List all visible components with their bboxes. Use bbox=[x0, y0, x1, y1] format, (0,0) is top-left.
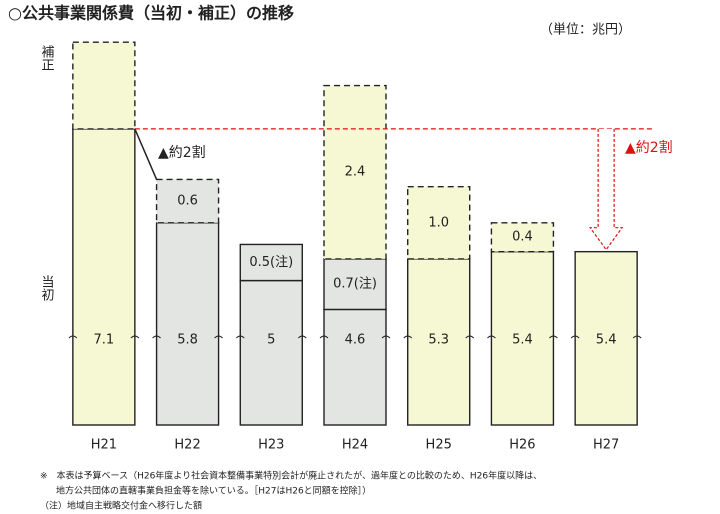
axis-break bbox=[570, 335, 642, 339]
data-label: 0.6 bbox=[177, 194, 198, 209]
x-tick-label: H24 bbox=[342, 438, 368, 453]
annotation: ▲約2割 bbox=[158, 144, 206, 161]
note: ※ 本表は予算ベース（H26年度より社会資本整備事業特別会計が廃止されたが、過年… bbox=[40, 470, 542, 482]
note: 地方公共団体の直轄事業負担金等を除いている。［H27はH26と同額を控除］） bbox=[56, 485, 371, 497]
data-label: 5.3 bbox=[428, 333, 449, 348]
bar-segment bbox=[574, 250, 638, 426]
connector bbox=[134, 128, 158, 180]
data-label: 5.8 bbox=[177, 333, 198, 348]
bar-segment bbox=[323, 258, 387, 311]
data-label: 5.4 bbox=[596, 333, 617, 348]
chart-title: ○公共事業関係費（当初・補正）の推移 bbox=[8, 4, 294, 23]
bar-segment bbox=[490, 222, 555, 253]
data-label: 5.4 bbox=[512, 333, 533, 348]
x-tick-label: H21 bbox=[91, 438, 117, 453]
data-label: 4.6 bbox=[345, 333, 366, 348]
axis-break bbox=[487, 335, 558, 339]
bar-segment bbox=[490, 250, 555, 426]
axis-break bbox=[235, 335, 307, 339]
x-tick-label: H22 bbox=[174, 438, 200, 453]
bar-segment bbox=[155, 178, 220, 224]
bar-segment bbox=[239, 279, 303, 426]
note: （注）地域自主戦略交付金へ移行した額 bbox=[40, 500, 202, 512]
axis-break bbox=[68, 335, 140, 339]
unit-label: （単位：兆円） bbox=[540, 22, 631, 38]
bar-segment bbox=[323, 308, 387, 426]
annotation: ▲約2割 bbox=[625, 139, 673, 156]
x-tick-label: H26 bbox=[509, 438, 535, 453]
axis-break bbox=[403, 335, 475, 339]
axis-break bbox=[319, 335, 391, 339]
series-label: 当初 bbox=[39, 275, 55, 301]
data-label: 0.7(注) bbox=[333, 277, 377, 292]
bar-segment bbox=[239, 243, 303, 282]
data-label: 1.0 bbox=[428, 215, 449, 230]
data-label: 0.5(注) bbox=[249, 255, 293, 270]
x-tick-label: H23 bbox=[258, 438, 284, 453]
data-label: 5 bbox=[267, 333, 275, 348]
arrow bbox=[588, 128, 624, 251]
x-tick-label: H27 bbox=[593, 438, 619, 453]
bar-segment bbox=[323, 84, 387, 260]
bar-segment bbox=[72, 41, 136, 130]
x-tick-label: H25 bbox=[426, 438, 452, 453]
bar-segment bbox=[72, 128, 136, 426]
data-label: 2.4 bbox=[345, 165, 366, 180]
axis-break bbox=[152, 335, 223, 339]
bar-segment bbox=[407, 258, 471, 426]
bar-segment bbox=[407, 185, 471, 260]
data-label: 0.4 bbox=[512, 230, 533, 245]
bar-segment bbox=[155, 222, 220, 426]
data-label: 7.1 bbox=[94, 333, 115, 348]
series-label: 補正 bbox=[39, 45, 55, 71]
